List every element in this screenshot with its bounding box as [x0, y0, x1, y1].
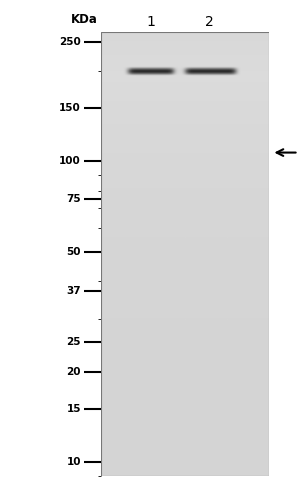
Text: 2: 2: [205, 15, 214, 29]
Text: 1: 1: [146, 15, 155, 29]
Text: 25: 25: [67, 337, 81, 347]
Text: 250: 250: [59, 37, 81, 47]
Text: 15: 15: [67, 404, 81, 414]
Text: 37: 37: [66, 286, 81, 296]
Text: 100: 100: [59, 157, 81, 166]
Text: KDa: KDa: [70, 13, 98, 26]
Bar: [100, 32, 268, 476]
Text: 20: 20: [67, 366, 81, 377]
Text: 10: 10: [67, 457, 81, 467]
Text: 150: 150: [59, 103, 81, 114]
Text: 50: 50: [67, 247, 81, 257]
Text: 75: 75: [66, 194, 81, 204]
